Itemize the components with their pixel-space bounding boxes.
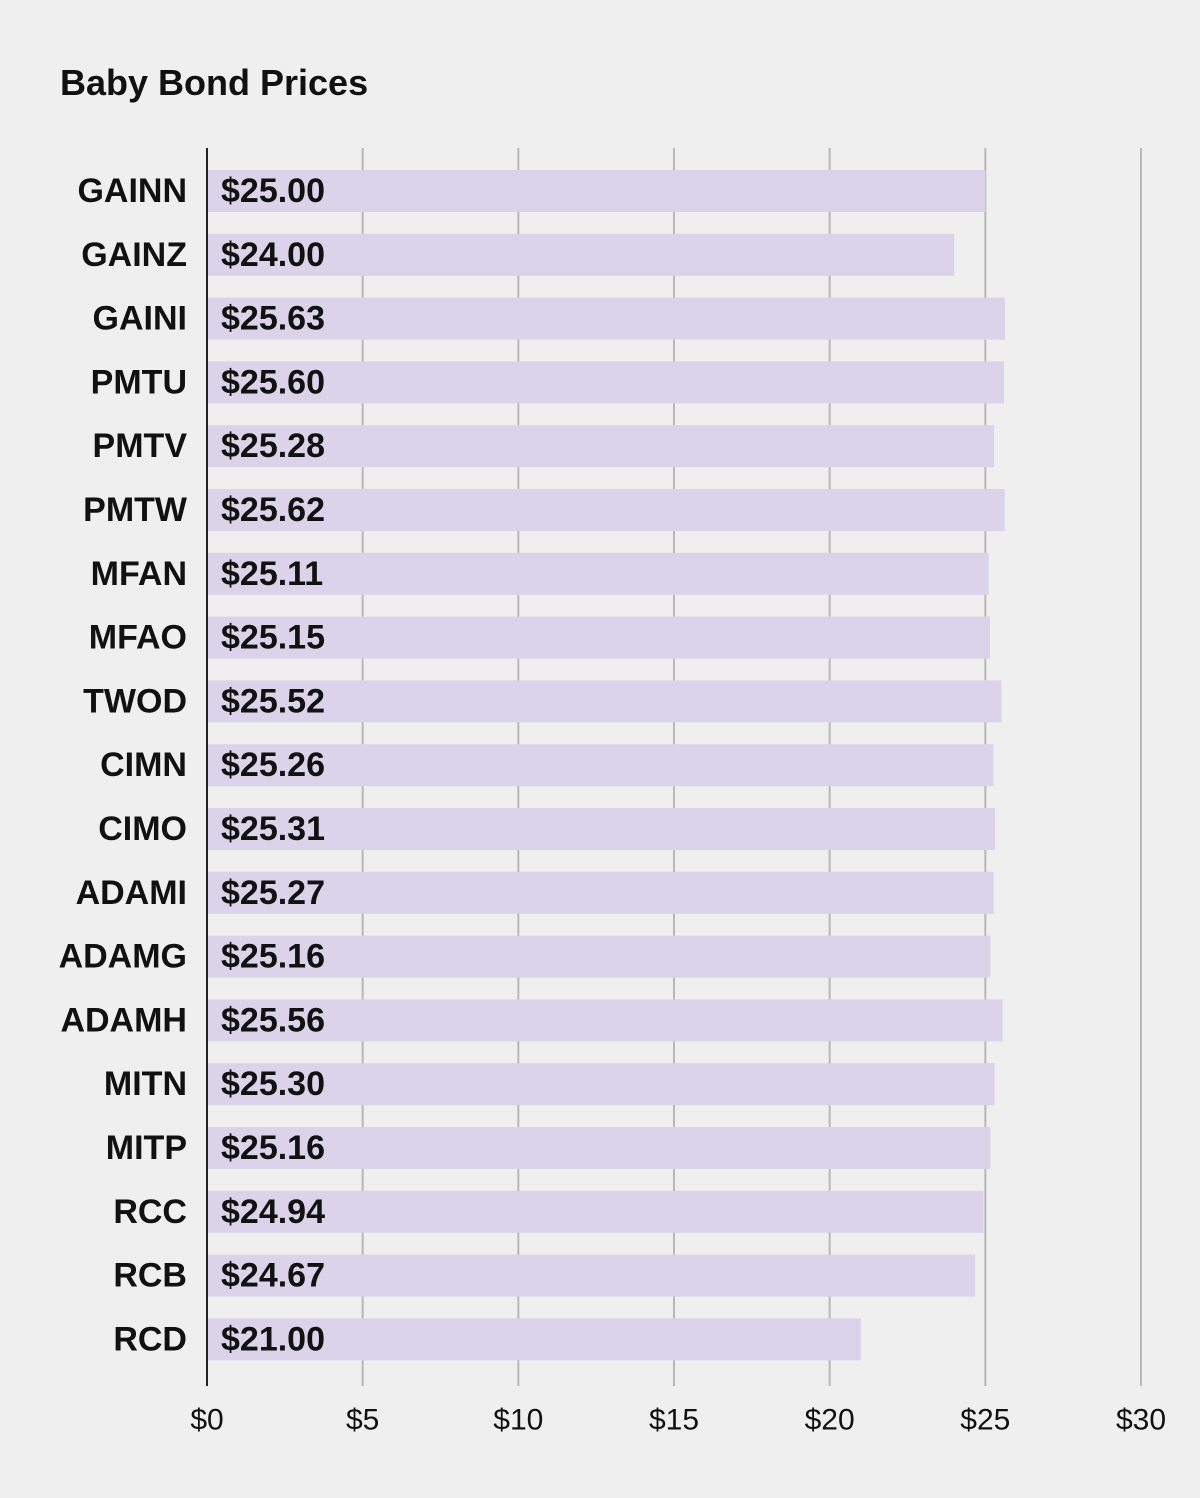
data-label: $25.62 xyxy=(221,491,325,529)
data-label: $25.30 xyxy=(221,1065,325,1103)
category-label: ADAMH xyxy=(60,1001,187,1039)
bar xyxy=(207,1127,991,1169)
category-label: MFAO xyxy=(89,619,187,657)
category-label: GAINI xyxy=(93,300,187,338)
data-label: $25.26 xyxy=(221,746,325,784)
bar xyxy=(207,1063,995,1106)
bar xyxy=(207,871,994,914)
data-label: $25.16 xyxy=(221,938,325,976)
category-label: PMTW xyxy=(83,491,188,529)
category-label: MFAN xyxy=(91,555,187,593)
data-label: $25.63 xyxy=(221,300,325,338)
data-label: $25.15 xyxy=(221,619,325,657)
x-tick-label: $5 xyxy=(346,1404,379,1437)
data-label: $25.16 xyxy=(221,1129,325,1167)
category-label: ADAMI xyxy=(76,874,187,912)
data-label: $25.56 xyxy=(221,1001,325,1039)
bar xyxy=(207,935,991,978)
data-label: $25.27 xyxy=(221,874,325,912)
data-label: $25.60 xyxy=(221,363,325,401)
category-label: MITP xyxy=(106,1129,187,1167)
bar xyxy=(207,616,991,659)
bar xyxy=(207,361,1005,404)
category-label: GAINN xyxy=(77,172,187,210)
x-tick-label: $30 xyxy=(1116,1404,1166,1437)
data-label: $24.94 xyxy=(221,1193,325,1231)
x-tick-label: $10 xyxy=(493,1404,543,1437)
category-label: MITN xyxy=(104,1065,187,1103)
data-label: $24.00 xyxy=(221,236,325,274)
bar xyxy=(207,489,1005,531)
data-label: $25.11 xyxy=(221,555,323,593)
category-label: CIMN xyxy=(100,746,187,784)
bar xyxy=(207,233,955,276)
bar xyxy=(207,170,986,212)
category-label: TWOD xyxy=(83,682,187,720)
x-tick-label: $0 xyxy=(190,1404,223,1437)
category-label: PMTV xyxy=(93,427,188,465)
category-label: RCC xyxy=(113,1193,187,1231)
bar xyxy=(207,425,995,468)
category-label: RCD xyxy=(113,1320,187,1358)
bar xyxy=(207,999,1003,1042)
data-label: $24.67 xyxy=(221,1257,325,1295)
category-label: RCB xyxy=(113,1257,187,1295)
data-label: $21.00 xyxy=(221,1320,325,1358)
bar xyxy=(207,744,994,787)
data-label: $25.52 xyxy=(221,682,325,720)
bar xyxy=(207,1318,861,1361)
data-label: $25.28 xyxy=(221,427,325,465)
x-tick-label: $15 xyxy=(649,1404,699,1437)
bar xyxy=(207,552,989,595)
data-label: $25.31 xyxy=(221,810,325,848)
category-label: ADAMG xyxy=(59,938,187,976)
bar xyxy=(207,297,1005,340)
category-label: PMTU xyxy=(91,363,187,401)
x-tick-label: $20 xyxy=(805,1404,855,1437)
category-label: CIMO xyxy=(98,810,187,848)
bar xyxy=(207,1254,976,1297)
x-tick-label: $25 xyxy=(960,1404,1010,1437)
chart-title: Baby Bond Prices xyxy=(60,62,369,103)
bar xyxy=(207,680,1002,723)
bar xyxy=(207,1190,984,1233)
category-label: GAINZ xyxy=(81,236,187,274)
bar xyxy=(207,808,995,850)
data-label: $25.00 xyxy=(221,172,325,210)
